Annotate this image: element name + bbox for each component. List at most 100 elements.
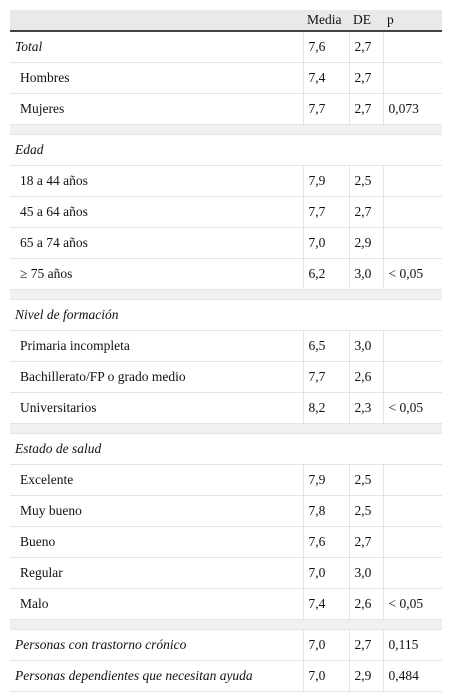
de-cell: 2,7 [348,196,383,228]
de-cell: 2,9 [348,227,383,259]
row-label: Personas con trastorno crónico [10,629,303,661]
spacer-cell [10,619,442,630]
p-value-cell [382,196,442,228]
p-value-cell [382,495,442,527]
media-cell: 7,4 [302,62,349,94]
row-label: Hombres [10,62,303,94]
spacer-cell [10,124,442,135]
table-row: 65 a 74 años 7,0 2,9 [10,227,442,259]
media-cell: 7,0 [302,629,349,661]
table-body: Total 7,6 2,7 Hombres 7,4 2,7 Mujeres 7,7 2,7 0,0… [10,31,442,692]
table-row: Muy bueno 7,8 2,5 [10,495,442,527]
category-row: Estado de salud [10,433,442,465]
results-table: Media DE p Total 7,6 2,7 Hombres 7,4 2,7 Mujer… [10,10,442,692]
spacer-row [10,619,442,630]
media-cell: 7,7 [302,93,349,125]
spacer-row [10,124,442,135]
category-row: Nivel de formación [10,299,442,331]
de-cell: 2,9 [348,660,383,692]
p-value-cell [382,361,442,393]
table-row: Bachillerato/FP o grado medio 7,7 2,6 [10,361,442,393]
p-value-cell [382,330,442,362]
p-value-cell: 0,484 [382,660,442,692]
row-label: Excelente [10,464,303,496]
de-cell: 3,0 [348,330,383,362]
de-cell: 2,6 [348,588,383,620]
de-cell: 2,5 [348,495,383,527]
p-value-cell [382,526,442,558]
row-label: Primaria incompleta [10,330,303,362]
table-row: 18 a 44 años 7,9 2,5 [10,165,442,197]
table-row: Bueno 7,6 2,7 [10,526,442,558]
header-p: p [383,10,442,32]
table-row: Regular 7,0 3,0 [10,557,442,589]
p-value-cell [382,62,442,94]
spacer-row [10,289,442,300]
row-label: 18 a 44 años [10,165,303,197]
row-label: Bueno [10,526,303,558]
p-value-cell [382,31,442,63]
de-cell: 2,5 [348,464,383,496]
table-row: Personas con trastorno crónico 7,0 2,7 0,11… [10,629,442,661]
de-cell: 2,6 [348,361,383,393]
p-value-cell [382,557,442,589]
category-label: Estado de salud [10,433,442,465]
row-label: 45 a 64 años [10,196,303,228]
de-cell: 2,7 [348,629,383,661]
p-value-cell [382,165,442,197]
table-row: 45 a 64 años 7,7 2,7 [10,196,442,228]
table-header: Media DE p [10,10,442,32]
media-cell: 7,0 [302,557,349,589]
p-value-cell [382,227,442,259]
media-cell: 7,9 [302,464,349,496]
row-label: Malo [10,588,303,620]
media-cell: 7,4 [302,588,349,620]
media-cell: 6,2 [302,258,349,290]
p-value-cell: 0,115 [382,629,442,661]
table-row: Total 7,6 2,7 [10,31,442,63]
de-cell: 2,7 [348,93,383,125]
header-label [10,10,303,32]
row-label: Mujeres [10,93,303,125]
media-cell: 7,0 [302,227,349,259]
media-cell: 6,5 [302,330,349,362]
media-cell: 7,8 [302,495,349,527]
table-row: Malo 7,4 2,6 < 0,05 [10,588,442,620]
row-label: 65 a 74 años [10,227,303,259]
table-row: ≥ 75 años 6,2 3,0 < 0,05 [10,258,442,290]
table-row: Primaria incompleta 6,5 3,0 [10,330,442,362]
de-cell: 3,0 [348,557,383,589]
row-label: Bachillerato/FP o grado medio [10,361,303,393]
p-value-cell: < 0,05 [382,258,442,290]
category-label: Nivel de formación [10,299,442,331]
media-cell: 7,9 [302,165,349,197]
de-cell: 2,3 [348,392,383,424]
table-row: Mujeres 7,7 2,7 0,073 [10,93,442,125]
media-cell: 7,7 [302,361,349,393]
row-label: Regular [10,557,303,589]
row-label: Total [10,31,303,63]
de-cell: 2,5 [348,165,383,197]
table-row: Personas dependientes que necesitan ayud… [10,660,442,692]
spacer-cell [10,289,442,300]
table-row: Hombres 7,4 2,7 [10,62,442,94]
p-value-cell [382,464,442,496]
row-label: Universitarios [10,392,303,424]
row-label: ≥ 75 años [10,258,303,290]
header-de: DE [349,10,383,32]
media-cell: 8,2 [302,392,349,424]
category-label: Edad [10,134,442,166]
de-cell: 3,0 [348,258,383,290]
table-row: Excelente 7,9 2,5 [10,464,442,496]
category-row: Edad [10,134,442,166]
de-cell: 2,7 [348,62,383,94]
media-cell: 7,6 [302,31,349,63]
spacer-row [10,423,442,434]
spacer-cell [10,423,442,434]
de-cell: 2,7 [348,526,383,558]
table-row: Universitarios 8,2 2,3 < 0,05 [10,392,442,424]
media-cell: 7,6 [302,526,349,558]
row-label: Muy bueno [10,495,303,527]
media-cell: 7,7 [302,196,349,228]
row-label: Personas dependientes que necesitan ayud… [10,660,303,692]
